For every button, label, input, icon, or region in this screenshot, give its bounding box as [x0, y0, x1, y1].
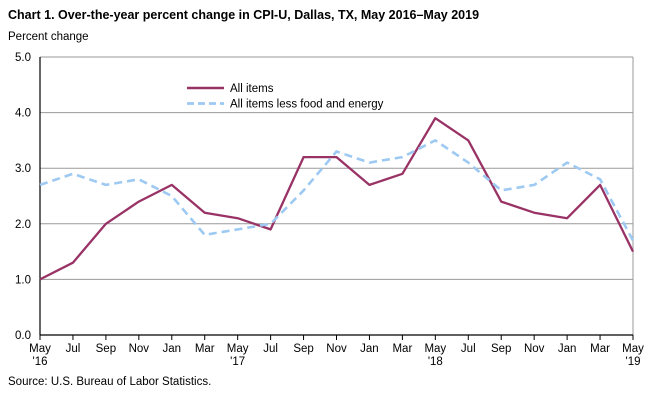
x-tick-label: May — [424, 343, 446, 355]
x-year-label: '18 — [428, 356, 443, 368]
x-year-label: '17 — [230, 356, 245, 368]
chart-title: Chart 1. Over-the-year percent change in… — [8, 8, 480, 22]
x-tick-label: Nov — [129, 343, 150, 355]
y-axis-unit-label: Percent change — [8, 31, 89, 43]
source-note: Source: U.S. Bureau of Labor Statistics. — [8, 376, 212, 388]
y-tick-label: 1.0 — [15, 274, 31, 286]
x-tick-label: Mar — [590, 343, 610, 355]
x-tick-label: Mar — [195, 343, 215, 355]
x-tick-label: Jan — [163, 343, 182, 355]
x-tick-label: Sep — [96, 343, 116, 355]
y-tick-label: 3.0 — [15, 163, 31, 175]
x-tick-label: Sep — [293, 343, 313, 355]
x-tick-label: Nov — [524, 343, 545, 355]
y-tick-label: 2.0 — [15, 219, 31, 231]
x-tick-label: May — [622, 343, 644, 355]
legend-label-all-items-less-food-and-energy: All items less food and energy — [230, 99, 384, 111]
x-year-label: '19 — [626, 356, 641, 368]
y-tick-label: 4.0 — [15, 108, 31, 120]
y-tick-label: 0.0 — [15, 330, 31, 342]
x-tick-label: May — [227, 343, 249, 355]
x-tick-label: Jul — [66, 343, 81, 355]
x-tick-label: Nov — [326, 343, 347, 355]
series-line-all-items-less-food-and-energy — [39, 139, 635, 242]
x-tick-label: Jul — [263, 343, 278, 355]
series-line-all-items — [39, 117, 635, 281]
x-year-label: '16 — [33, 356, 48, 368]
x-tick-label: Jul — [461, 343, 476, 355]
x-tick-label: Jan — [360, 343, 379, 355]
x-tick-label: Mar — [392, 343, 412, 355]
x-tick-label: May — [29, 343, 51, 355]
legend-label-all-items: All items — [230, 83, 274, 95]
x-tick-label: Jan — [558, 343, 577, 355]
x-tick-label: Sep — [491, 343, 511, 355]
y-tick-label: 5.0 — [15, 52, 31, 64]
